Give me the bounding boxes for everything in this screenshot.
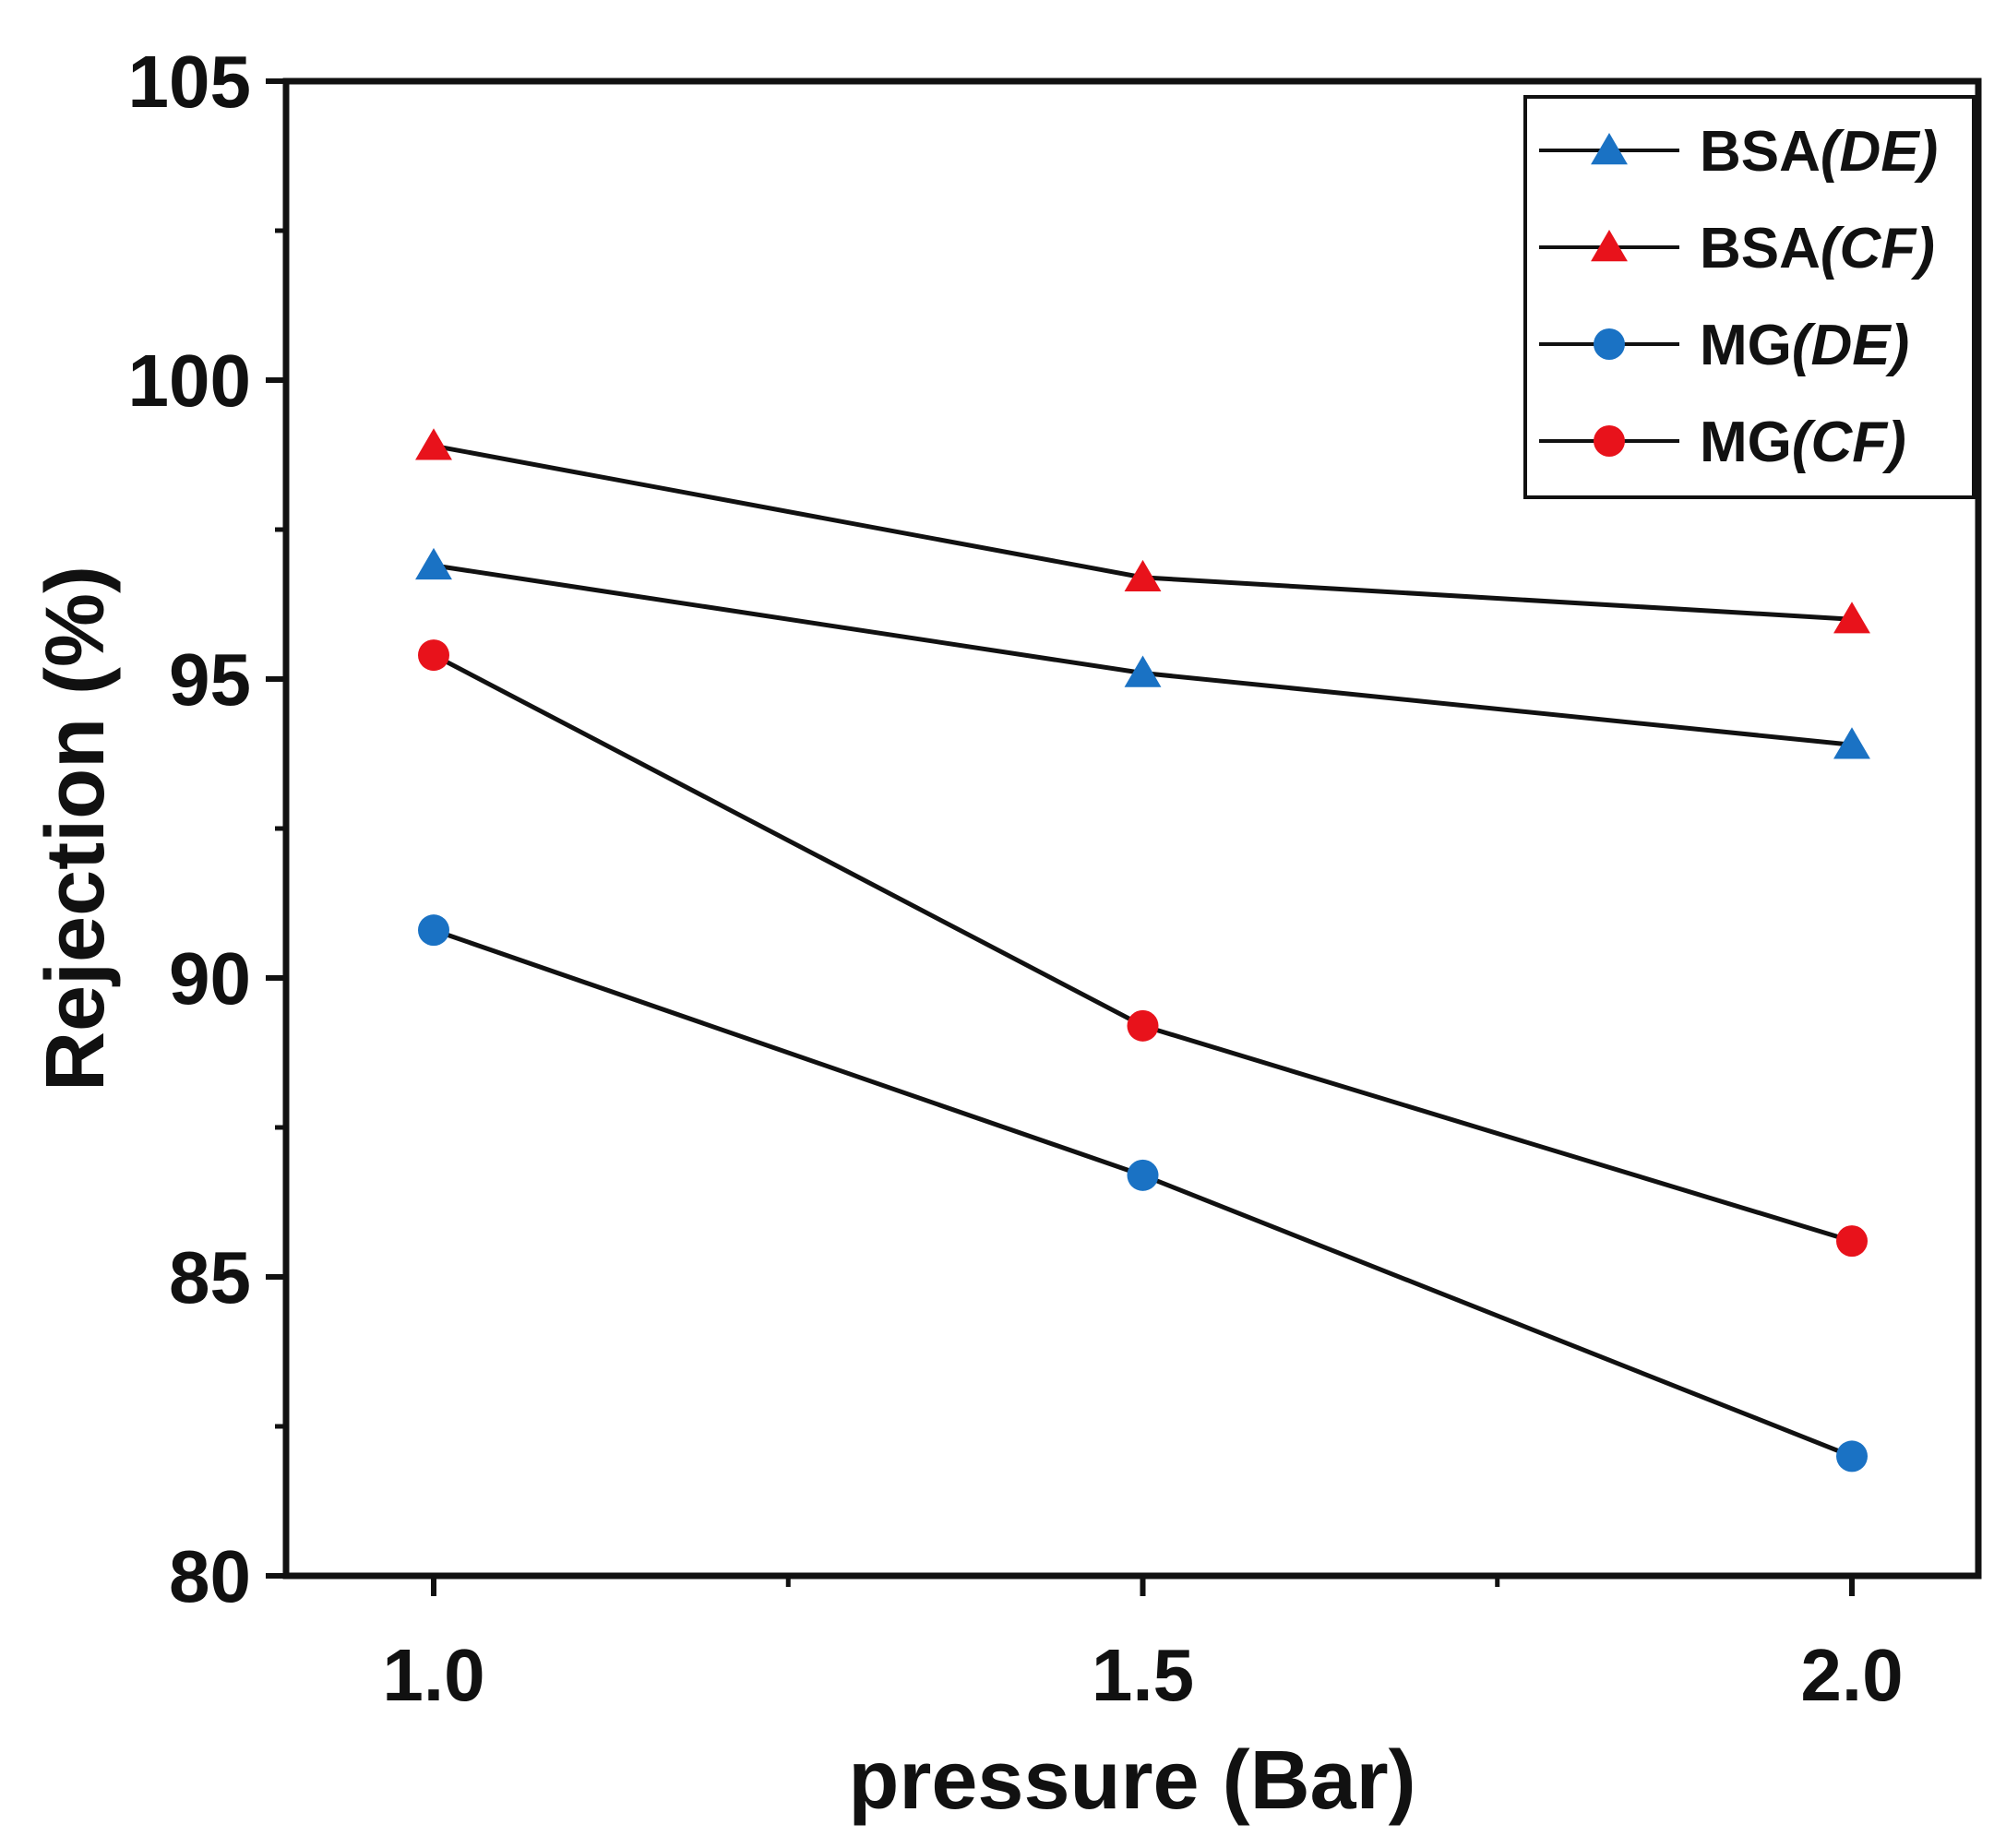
data-point-triangle bbox=[1833, 727, 1870, 759]
y-tick-label: 80 bbox=[169, 1535, 251, 1617]
series-line bbox=[433, 927, 1853, 1459]
legend-marker-circle bbox=[1594, 425, 1625, 457]
legend-items: BSA(DE) BSA(CF) MG(DE) MG(CF) bbox=[1539, 120, 1938, 474]
legend-label: MG(DE) bbox=[1700, 314, 1909, 377]
axis-ticks: 80 85 90 95 100 105 1.0 1.5 2.0 bbox=[128, 41, 1904, 1716]
legend-marker-circle bbox=[1594, 328, 1625, 360]
legend-label: BSA(CF) bbox=[1700, 217, 1935, 280]
y-tick-label: 90 bbox=[169, 937, 251, 1019]
data-point-circle bbox=[418, 639, 449, 672]
data-point-circle bbox=[1836, 1225, 1868, 1258]
y-tick-label: 95 bbox=[169, 638, 251, 721]
data-point-circle bbox=[418, 914, 449, 947]
y-tick-label: 105 bbox=[128, 41, 251, 123]
legend-marker-triangle bbox=[1591, 133, 1628, 165]
x-axis-title: pressure (Bar) bbox=[848, 1735, 1415, 1827]
series-line bbox=[433, 563, 1853, 747]
data-point-triangle bbox=[1833, 602, 1870, 634]
x-tick-label: 2.0 bbox=[1800, 1634, 1903, 1716]
data-point-circle bbox=[1127, 1009, 1159, 1042]
y-tick-label: 100 bbox=[128, 340, 251, 422]
data-point-triangle bbox=[1124, 655, 1162, 687]
series-line bbox=[432, 652, 1853, 1244]
y-tick-label: 85 bbox=[169, 1236, 251, 1318]
legend-label: MG(CF) bbox=[1700, 411, 1906, 474]
data-point-circle bbox=[1127, 1159, 1159, 1191]
x-tick-label: 1.5 bbox=[1092, 1634, 1194, 1716]
data-point-triangle bbox=[415, 547, 452, 580]
data-point-triangle bbox=[1124, 559, 1162, 592]
x-tick-label: 1.0 bbox=[382, 1634, 484, 1716]
y-axis-title: Rejection (%) bbox=[30, 566, 122, 1091]
data-point-circle bbox=[1836, 1440, 1868, 1472]
series-layer bbox=[415, 428, 1870, 1472]
legend: BSA(DE) BSA(CF) MG(DE) MG(CF) bbox=[1523, 95, 1976, 499]
legend-label: BSA(DE) bbox=[1700, 120, 1938, 184]
data-point-triangle bbox=[415, 428, 452, 460]
legend-marker-triangle bbox=[1591, 230, 1628, 262]
